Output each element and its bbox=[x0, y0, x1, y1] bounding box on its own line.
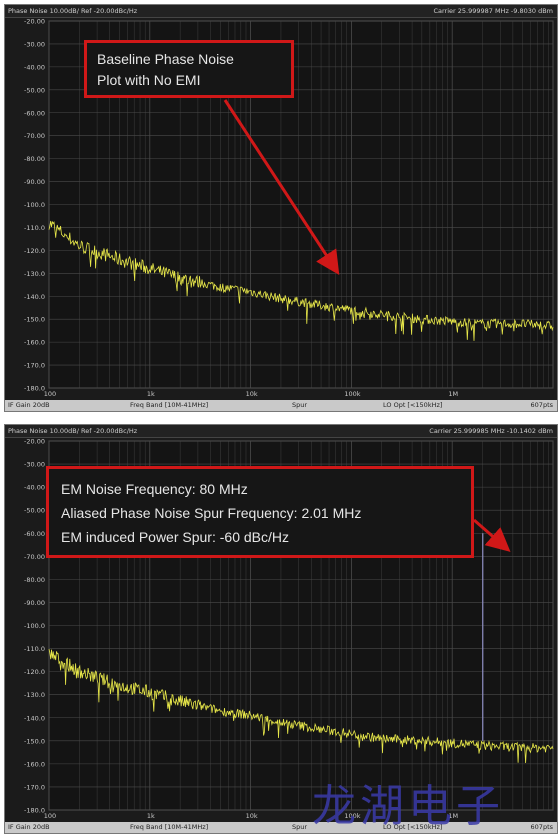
annotation-line: Baseline Phase Noise bbox=[97, 51, 234, 67]
y-tick-label: -160.0 bbox=[24, 339, 45, 347]
x-tick-label: 1k bbox=[147, 390, 155, 398]
y-tick-label: -100.0 bbox=[24, 201, 45, 209]
chart-footer: IF Gain 20dB Freq Band [10M-41MHz] Spur … bbox=[5, 822, 557, 833]
y-tick-label: -20.00 bbox=[24, 438, 45, 446]
annotation-line: EM induced Power Spur: -60 dBc/Hz bbox=[61, 529, 289, 545]
y-tick-label: -150.0 bbox=[24, 737, 45, 745]
y-tick-label: -60.00 bbox=[24, 530, 45, 538]
footer-points: 607pts bbox=[530, 823, 553, 831]
header-left: Phase Noise 10.00dB/ Ref -20.00dBc/Hz bbox=[8, 427, 138, 435]
x-tick-label: 100 bbox=[44, 812, 56, 820]
y-tick-label: -150.0 bbox=[24, 316, 45, 324]
y-tick-label: -50.00 bbox=[24, 86, 45, 94]
y-tick-label: -120.0 bbox=[24, 668, 45, 676]
watermark: 龙湖电子 bbox=[312, 781, 504, 832]
y-tick-label: -30.00 bbox=[24, 40, 45, 48]
y-tick-label: -160.0 bbox=[24, 760, 45, 768]
y-tick-label: -130.0 bbox=[24, 691, 45, 699]
header-left: Phase Noise 10.00dB/ Ref -20.00dBc/Hz bbox=[8, 7, 138, 15]
footer-freq-band: Freq Band [10M-41MHz] bbox=[130, 401, 209, 409]
y-tick-label: -20.00 bbox=[24, 18, 45, 26]
arrow-top bbox=[223, 99, 340, 276]
y-tick-label: -180.0 bbox=[24, 385, 45, 393]
y-tick-label: -60.00 bbox=[24, 109, 45, 117]
x-tick-label: 10k bbox=[246, 812, 258, 820]
x-tick-label: 1M bbox=[448, 390, 458, 398]
trace-line bbox=[48, 649, 554, 764]
header-right: Carrier 25.999985 MHz -10.1402 dBm bbox=[429, 427, 553, 435]
footer-lo-opt: LO Opt [<150kHz] bbox=[383, 401, 443, 409]
x-tick-label: 1M bbox=[448, 812, 458, 820]
y-tick-label: -80.00 bbox=[24, 155, 45, 163]
y-tick-label: -50.00 bbox=[24, 507, 45, 515]
annotation-line: Plot with No EMI bbox=[97, 72, 201, 88]
y-tick-label: -70.00 bbox=[24, 553, 45, 561]
y-tick-label: -140.0 bbox=[24, 714, 45, 722]
chart-footer: IF Gain 20dB Freq Band [10M-41MHz] Spur … bbox=[5, 400, 557, 411]
trace-line bbox=[48, 220, 554, 341]
y-tick-label: -90.00 bbox=[24, 178, 45, 186]
arrow-bottom bbox=[473, 518, 511, 552]
footer-spur: Spur bbox=[292, 401, 308, 409]
x-tick-label: 10k bbox=[246, 390, 258, 398]
y-tick-label: -100.0 bbox=[24, 622, 45, 630]
y-tick-label: -140.0 bbox=[24, 293, 45, 301]
y-tick-label: -170.0 bbox=[24, 783, 45, 791]
footer-points: 607pts bbox=[530, 401, 553, 409]
footer-if-gain: IF Gain 20dB bbox=[8, 401, 50, 409]
footer-spur: Spur bbox=[292, 823, 308, 831]
y-tick-label: -120.0 bbox=[24, 247, 45, 255]
annotation-box-emi: EM Noise Frequency: 80 MHz Aliased Phase… bbox=[46, 466, 474, 558]
annotation-line: Aliased Phase Noise Spur Frequency: 2.01… bbox=[61, 505, 362, 521]
y-tick-label: -110.0 bbox=[24, 645, 45, 653]
y-tick-label: -110.0 bbox=[24, 224, 45, 232]
chart-header: Phase Noise 10.00dB/ Ref -20.00dBc/Hz Ca… bbox=[5, 5, 557, 18]
footer-lo-opt: LO Opt [<150kHz] bbox=[383, 823, 443, 831]
x-tick-label: 100k bbox=[344, 812, 360, 820]
y-tick-label: -130.0 bbox=[24, 270, 45, 278]
y-tick-label: -170.0 bbox=[24, 362, 45, 370]
y-tick-label: -70.00 bbox=[24, 132, 45, 140]
y-tick-label: -80.00 bbox=[24, 576, 45, 584]
x-tick-label: 100k bbox=[344, 390, 360, 398]
chart-header: Phase Noise 10.00dB/ Ref -20.00dBc/Hz Ca… bbox=[5, 425, 557, 438]
footer-if-gain: IF Gain 20dB bbox=[8, 823, 50, 831]
footer-freq-band: Freq Band [10M-41MHz] bbox=[130, 823, 209, 831]
x-tick-label: 1k bbox=[147, 812, 155, 820]
header-right: Carrier 25.999987 MHz -9.8030 dBm bbox=[433, 7, 553, 15]
phase-noise-plot-baseline: -20.00 -30.00 -40.00 -50.00 -60.00 -70.00 -80.… bbox=[24, 18, 554, 398]
y-tick-label: -180.0 bbox=[24, 807, 45, 815]
annotation-line: EM Noise Frequency: 80 MHz bbox=[61, 481, 248, 497]
y-tick-label: -40.00 bbox=[24, 63, 45, 71]
y-tick-label: -40.00 bbox=[24, 484, 45, 492]
x-tick-label: 100 bbox=[44, 390, 56, 398]
y-tick-label: -90.00 bbox=[24, 599, 45, 607]
y-tick-label: -30.00 bbox=[24, 461, 45, 469]
annotation-box-baseline: Baseline Phase Noise Plot with No EMI bbox=[84, 40, 294, 98]
